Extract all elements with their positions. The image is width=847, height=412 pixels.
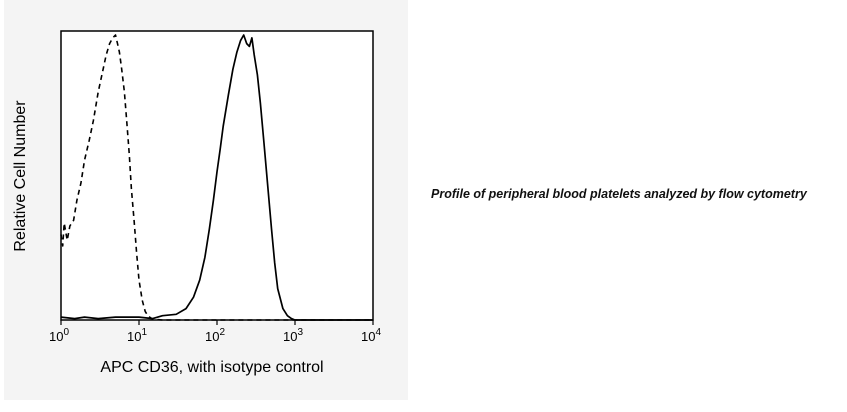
figure-caption: Profile of peripheral blood platelets an… xyxy=(431,187,807,201)
x-tick-label: 101 xyxy=(127,327,147,344)
plot-layer xyxy=(60,30,374,321)
x-tick-label: 103 xyxy=(283,327,303,344)
y-axis-title: Relative Cell Number xyxy=(12,100,29,252)
x-axis-ticks: 100 101 102 103 104 xyxy=(49,320,381,344)
isotype-control-histogram xyxy=(60,34,373,321)
x-axis-title: APC CD36, with isotype control xyxy=(100,359,323,376)
x-tick-label: 104 xyxy=(361,327,381,344)
cd36-histogram xyxy=(60,34,373,321)
figure-panel: 100 101 102 103 104 APC CD36, with isotype c… xyxy=(4,0,408,400)
x-tick-label: 102 xyxy=(205,327,225,344)
flow-cytometry-histogram: 100 101 102 103 104 APC CD36, with isotype c… xyxy=(12,30,381,376)
x-tick-label: 100 xyxy=(49,327,69,344)
